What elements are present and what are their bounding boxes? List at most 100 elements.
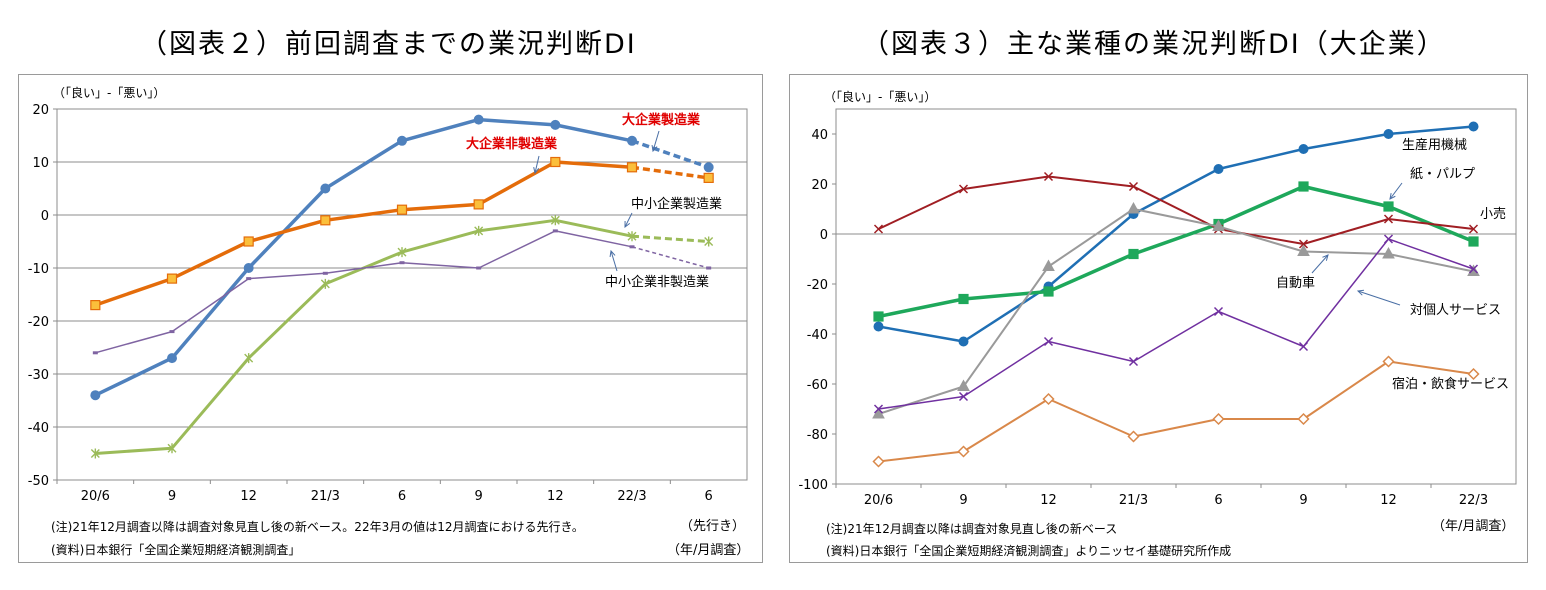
right-x-tick-label: 12 bbox=[1380, 493, 1397, 508]
right-series-3-point bbox=[1467, 264, 1480, 276]
right-series-2-line bbox=[878, 175, 1474, 245]
right-series-3-line bbox=[878, 208, 1474, 415]
right-series-0-point bbox=[873, 321, 884, 332]
right-arrow-personal-services bbox=[1357, 290, 1401, 306]
left-series-0-point bbox=[550, 119, 561, 130]
right-label-personal-services: 対個人サービス bbox=[1410, 303, 1501, 318]
right-label-machinery: 生産用機械 bbox=[1402, 137, 1467, 153]
right-series-5-point bbox=[1127, 430, 1140, 443]
right-series-5-point bbox=[957, 445, 970, 458]
right-series-3-point bbox=[1042, 259, 1055, 271]
left-series-0-point bbox=[397, 135, 407, 146]
right-arrow-paper-pulp bbox=[1389, 182, 1403, 200]
left-label-large-nonmanufacturing: 大企業非製造業 bbox=[466, 136, 558, 152]
right-arrow-automobile-head bbox=[1322, 254, 1329, 261]
right-series-1-line bbox=[878, 184, 1475, 319]
left-series-3-line bbox=[95, 230, 633, 354]
left-series-1-point bbox=[550, 156, 561, 168]
left-arrow-small-manufacturing-head bbox=[624, 220, 631, 229]
right-x-tick-label: 22/3 bbox=[1459, 493, 1488, 508]
left-series-2-point bbox=[244, 353, 254, 364]
right-x-tick-label: 9 bbox=[959, 493, 967, 508]
left-series-2-forecast-line bbox=[631, 234, 709, 243]
right-arrow-personal-services-head bbox=[1356, 289, 1365, 296]
left-series-2-point bbox=[320, 278, 330, 289]
right-series-0-point bbox=[958, 336, 969, 347]
left-series-1-forecast-line bbox=[631, 165, 709, 180]
right-series-1-point bbox=[958, 293, 969, 305]
left-series-0-point bbox=[243, 263, 254, 273]
left-x-tick-label: 12 bbox=[547, 489, 564, 504]
right-series-1-point bbox=[1128, 248, 1139, 260]
left-x-tick-label: 21/3 bbox=[311, 489, 340, 504]
left-series-1-point bbox=[166, 273, 178, 284]
left-series-0-point bbox=[703, 162, 714, 173]
left-series-2-point bbox=[167, 443, 177, 454]
right-x-tick-label: 21/3 bbox=[1119, 493, 1148, 508]
left-series-2-point bbox=[704, 236, 714, 247]
left-series-2-point bbox=[550, 215, 560, 226]
left-series-1-point bbox=[90, 300, 101, 311]
left-x-tick-label: 9 bbox=[475, 489, 483, 504]
right-series-4-point bbox=[958, 391, 969, 402]
right-x-tick-label: 20/6 bbox=[864, 493, 893, 508]
right-label-paper-pulp: 紙・パルプ bbox=[1410, 167, 1475, 182]
left-forecast-label: （先行き） bbox=[680, 519, 746, 534]
left-y-tick-label: -10 bbox=[28, 262, 49, 277]
right-series-3-point bbox=[872, 406, 885, 419]
right-y-tick-label: -40 bbox=[807, 328, 828, 343]
right-series-5-point bbox=[1042, 392, 1055, 406]
right-series-2-point bbox=[1298, 239, 1309, 249]
right-chart-note: (注)21年12月調査以降は調査対象見直し後の新ベース bbox=[826, 522, 1118, 536]
right-label-lodging-food: 宿泊・飲食サービス bbox=[1392, 376, 1509, 392]
right-y-tick-label: -20 bbox=[807, 278, 828, 293]
right-series-5-point bbox=[1212, 412, 1225, 426]
left-y-tick-label: 20 bbox=[32, 103, 49, 118]
left-x-tick-label: 12 bbox=[240, 489, 257, 504]
right-label-automobile: 自動車 bbox=[1276, 276, 1315, 291]
left-plot-area bbox=[56, 108, 748, 481]
right-series-2-point bbox=[1383, 214, 1394, 224]
left-series-2-line bbox=[95, 218, 633, 455]
left-series-0-point bbox=[320, 183, 331, 194]
left-series-1-point bbox=[396, 204, 408, 215]
left-arrow-large-manufacturing bbox=[652, 130, 660, 152]
left-y-tick-label: -30 bbox=[28, 368, 49, 383]
right-series-5-line bbox=[878, 360, 1474, 463]
left-y-tick-label: 10 bbox=[32, 156, 49, 171]
right-series-4-point bbox=[1468, 264, 1479, 274]
left-x-tick-label: 22/3 bbox=[617, 489, 646, 504]
right-series-4-point bbox=[1298, 341, 1309, 352]
right-series-5-point bbox=[1297, 412, 1310, 426]
right-series-3-point bbox=[1212, 219, 1225, 231]
left-chart-title: （図表２）前回調査までの業況判断DI bbox=[140, 29, 637, 60]
left-series-2-point bbox=[474, 225, 484, 236]
left-arrow-large-nonmanufacturing-head bbox=[533, 167, 540, 175]
left-label-small-nonmanufacturing: 中小企業非製造業 bbox=[605, 274, 709, 290]
left-series-2-point bbox=[627, 231, 637, 242]
left-arrow-small-manufacturing bbox=[624, 212, 633, 228]
right-series-2-point bbox=[1468, 224, 1479, 234]
right-series-5-point bbox=[1382, 355, 1395, 368]
right-series-3-point bbox=[957, 379, 970, 391]
right-label-retail: 小売 bbox=[1480, 206, 1506, 222]
right-series-4-point bbox=[1383, 234, 1394, 244]
right-y-tick-label: -100 bbox=[798, 478, 828, 493]
right-y-tick-label: -80 bbox=[807, 428, 828, 443]
left-series-2-point bbox=[90, 448, 100, 459]
left-x-tick-label: 20/6 bbox=[81, 489, 110, 504]
right-series-3-point bbox=[1382, 246, 1395, 259]
right-y-tick-label: 40 bbox=[811, 128, 828, 143]
left-chart-panel: 20 10 0 -10 -20 -30 -40 -50 20/6 9 12 21/3 6 9 12 22/3 6… bbox=[18, 74, 763, 563]
left-arrow-small-nonmanufacturing-head bbox=[609, 249, 616, 258]
right-series-2-point bbox=[958, 184, 969, 194]
left-x-tick-label: 6 bbox=[705, 489, 713, 504]
right-arrow-paper-pulp-head bbox=[1389, 193, 1396, 200]
left-y-tick-label: 0 bbox=[41, 209, 49, 224]
right-series-5-point bbox=[872, 455, 885, 468]
right-x-tick-label: 9 bbox=[1299, 493, 1307, 508]
right-series-0-point bbox=[1213, 164, 1224, 174]
right-x-tick-label: 6 bbox=[1214, 493, 1222, 508]
right-series-0-point bbox=[1383, 129, 1394, 139]
right-series-4-point bbox=[1128, 356, 1139, 367]
